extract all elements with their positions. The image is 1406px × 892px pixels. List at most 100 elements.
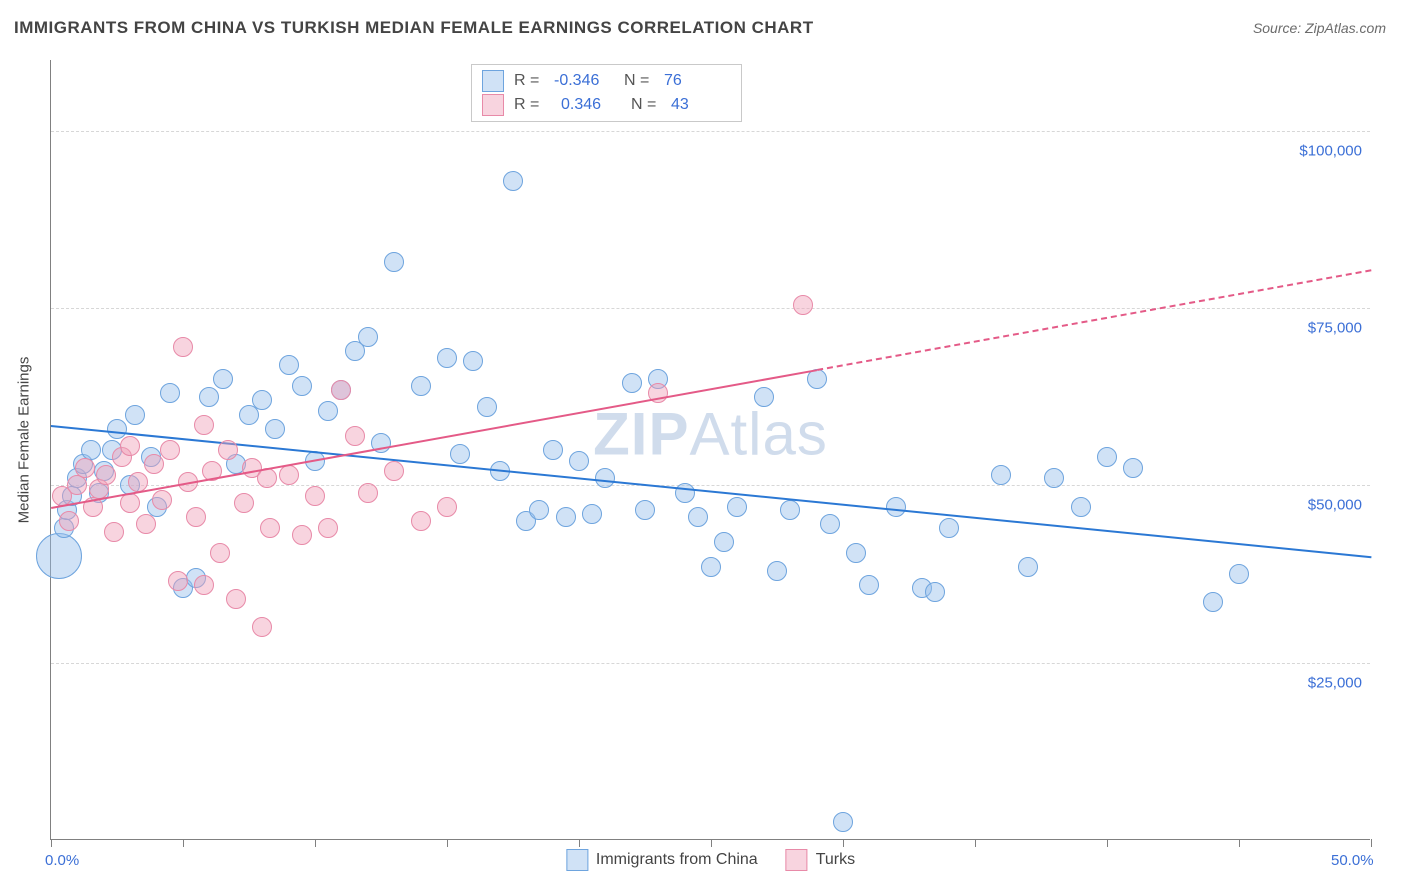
n-label: N = — [624, 72, 654, 90]
n-value-turks: 43 — [671, 96, 731, 114]
data-point — [675, 483, 695, 503]
data-point — [265, 419, 285, 439]
n-label: N = — [631, 96, 661, 114]
data-point — [1229, 564, 1249, 584]
y-tick-label: $100,000 — [1299, 142, 1362, 159]
data-point — [59, 511, 79, 531]
swatch-turks — [786, 849, 808, 871]
n-value-china: 76 — [664, 72, 724, 90]
data-point — [358, 483, 378, 503]
data-point — [279, 355, 299, 375]
r-label: R = — [514, 72, 544, 90]
data-point — [793, 295, 813, 315]
data-point — [96, 465, 116, 485]
chart-title: IMMIGRANTS FROM CHINA VS TURKISH MEDIAN … — [14, 18, 814, 38]
data-point — [120, 493, 140, 513]
data-point — [186, 507, 206, 527]
data-point — [318, 518, 338, 538]
data-point — [1123, 458, 1143, 478]
data-point — [257, 468, 277, 488]
data-point — [331, 380, 351, 400]
data-point — [582, 504, 602, 524]
data-point — [384, 252, 404, 272]
data-point — [358, 327, 378, 347]
data-point — [529, 500, 549, 520]
data-point — [218, 440, 238, 460]
data-point — [503, 171, 523, 191]
data-point — [688, 507, 708, 527]
x-tick — [51, 839, 52, 847]
data-point — [886, 497, 906, 517]
x-tick — [1107, 839, 1108, 847]
data-point — [833, 812, 853, 832]
data-point — [210, 543, 230, 563]
data-point — [199, 387, 219, 407]
x-tick-label: 50.0% — [1331, 852, 1374, 869]
y-axis-title: Median Female Earnings — [16, 357, 33, 524]
x-tick — [975, 839, 976, 847]
data-point — [1097, 447, 1117, 467]
y-tick-label: $75,000 — [1308, 320, 1362, 337]
data-point — [292, 376, 312, 396]
data-point — [714, 532, 734, 552]
data-point — [279, 465, 299, 485]
data-point — [1044, 468, 1064, 488]
data-point — [477, 397, 497, 417]
source-attribution: Source: ZipAtlas.com — [1253, 20, 1386, 36]
data-point — [305, 486, 325, 506]
chart-container: IMMIGRANTS FROM CHINA VS TURKISH MEDIAN … — [0, 0, 1406, 892]
data-point — [318, 401, 338, 421]
data-point — [622, 373, 642, 393]
data-point — [144, 454, 164, 474]
data-point — [252, 390, 272, 410]
trend-line — [51, 425, 1371, 558]
data-point — [75, 458, 95, 478]
watermark: ZIPAtlas — [593, 399, 828, 468]
swatch-china — [566, 849, 588, 871]
data-point — [104, 522, 124, 542]
data-point — [437, 497, 457, 517]
plot-area: ZIPAtlas R = -0.346 N = 76 R = 0.346 N =… — [50, 60, 1370, 840]
data-point — [780, 500, 800, 520]
legend-row-turks: R = 0.346 N = 43 — [482, 93, 731, 117]
data-point — [595, 468, 615, 488]
legend-label-turks: Turks — [816, 851, 855, 869]
gridline — [51, 308, 1370, 309]
swatch-china — [482, 70, 504, 92]
data-point — [820, 514, 840, 534]
data-point — [213, 369, 233, 389]
data-point — [939, 518, 959, 538]
x-tick — [315, 839, 316, 847]
data-point — [463, 351, 483, 371]
data-point — [925, 582, 945, 602]
data-point — [767, 561, 787, 581]
data-point — [569, 451, 589, 471]
x-tick — [579, 839, 580, 847]
data-point — [292, 525, 312, 545]
data-point — [173, 337, 193, 357]
legend-item-china: Immigrants from China — [566, 849, 758, 871]
x-tick — [183, 839, 184, 847]
y-tick-label: $50,000 — [1308, 497, 1362, 514]
data-point — [411, 376, 431, 396]
data-point — [252, 617, 272, 637]
data-point — [384, 461, 404, 481]
data-point — [1203, 592, 1223, 612]
correlation-legend: R = -0.346 N = 76 R = 0.346 N = 43 — [471, 64, 742, 122]
x-tick-label: 0.0% — [45, 852, 79, 869]
legend-label-china: Immigrants from China — [596, 851, 758, 869]
data-point — [543, 440, 563, 460]
data-point — [1071, 497, 1091, 517]
data-point — [107, 419, 127, 439]
data-point — [411, 511, 431, 531]
data-point — [136, 514, 156, 534]
legend-item-turks: Turks — [786, 849, 855, 871]
trend-line — [817, 269, 1372, 371]
data-point — [125, 405, 145, 425]
data-point — [168, 571, 188, 591]
data-point — [160, 383, 180, 403]
data-point — [120, 436, 140, 456]
x-tick — [1371, 839, 1372, 847]
data-point — [152, 490, 172, 510]
gridline — [51, 663, 1370, 664]
